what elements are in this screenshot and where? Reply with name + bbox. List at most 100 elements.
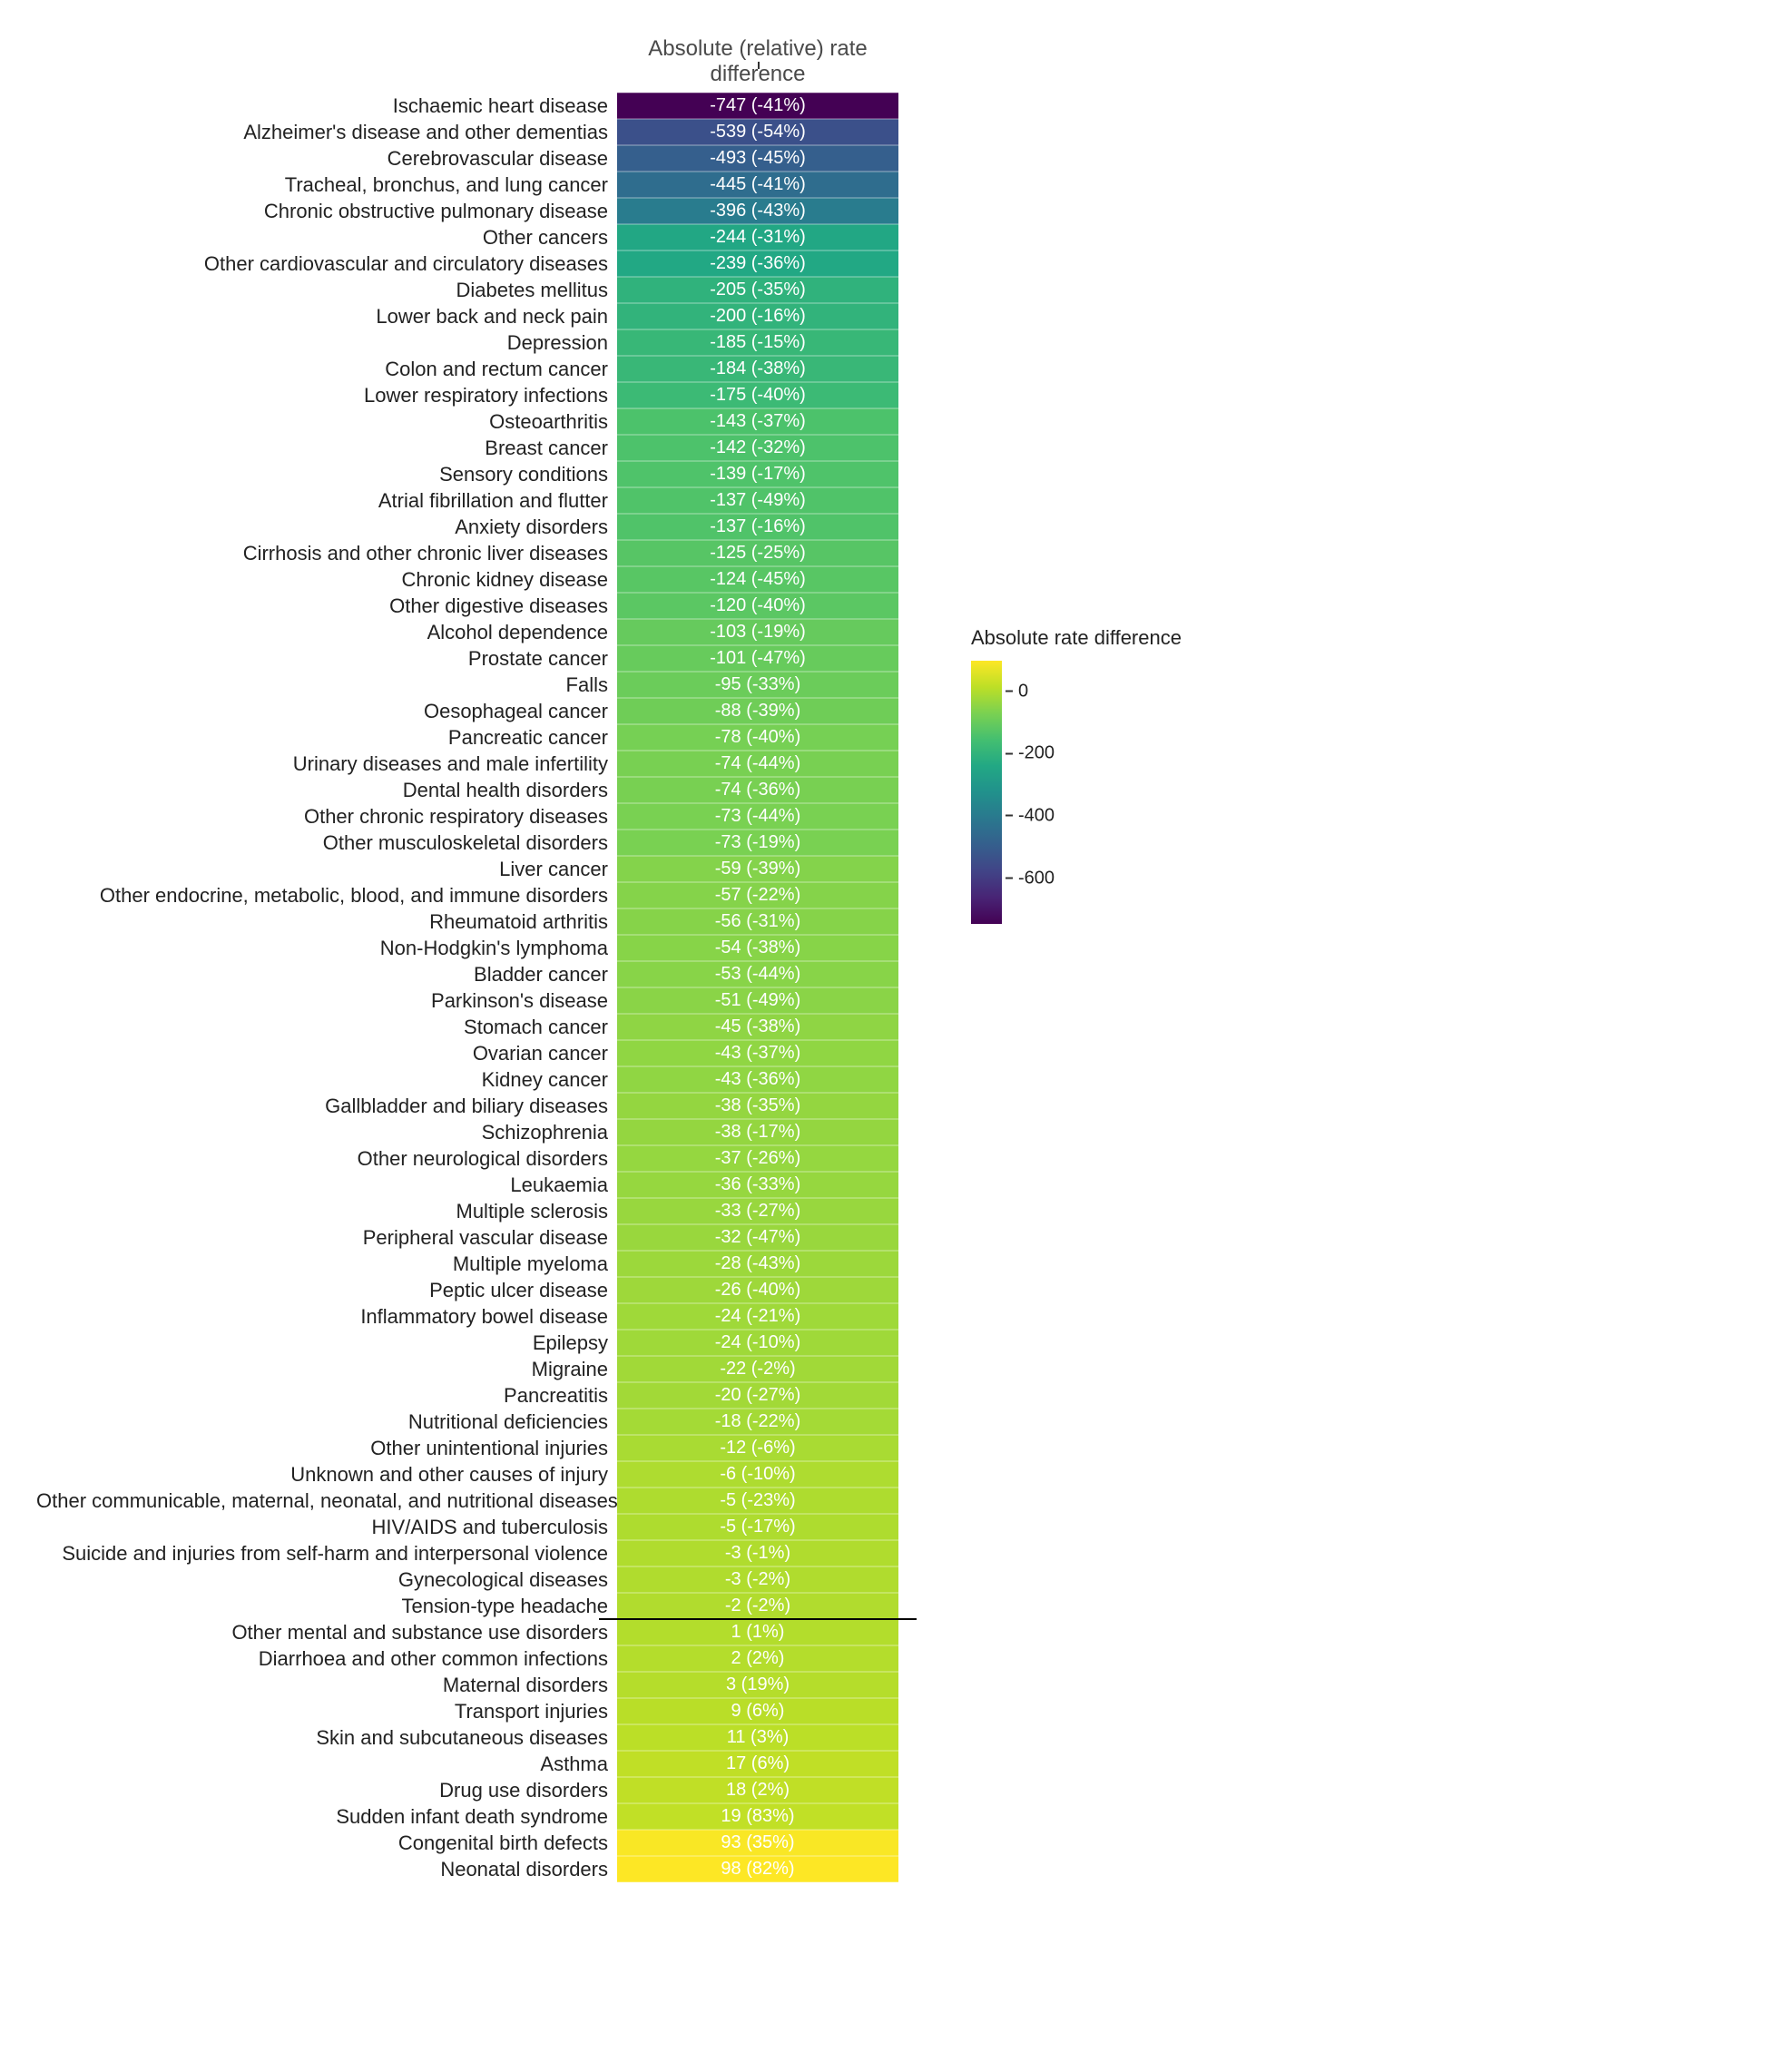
table-row: Peptic ulcer disease-26 (-40%) [36, 1277, 898, 1303]
legend-tick-mark [1006, 752, 1013, 754]
row-label: Cirrhosis and other chronic liver diseas… [36, 542, 617, 565]
row-cell: -2 (-2%) [617, 1593, 898, 1619]
table-row: Cerebrovascular disease-493 (-45%) [36, 145, 898, 172]
row-label: Non-Hodgkin's lymphoma [36, 937, 617, 960]
table-row: Other musculoskeletal disorders-73 (-19%… [36, 830, 898, 856]
row-label: Bladder cancer [36, 963, 617, 987]
table-row: Bladder cancer-53 (-44%) [36, 961, 898, 987]
row-cell: -142 (-32%) [617, 435, 898, 461]
row-cell: -143 (-37%) [617, 408, 898, 435]
table-row: Inflammatory bowel disease-24 (-21%) [36, 1303, 898, 1330]
row-label: Other chronic respiratory diseases [36, 805, 617, 829]
row-cell: -124 (-45%) [617, 566, 898, 593]
row-label: Asthma [36, 1753, 617, 1776]
row-label: Multiple myeloma [36, 1252, 617, 1276]
row-cell: -24 (-21%) [617, 1303, 898, 1330]
row-cell: 3 (19%) [617, 1672, 898, 1698]
row-label: Tension-type headache [36, 1595, 617, 1618]
row-label: Pancreatic cancer [36, 726, 617, 750]
table-row: Stomach cancer-45 (-38%) [36, 1014, 898, 1040]
row-cell: -22 (-2%) [617, 1356, 898, 1382]
table-row: Depression-185 (-15%) [36, 329, 898, 356]
table-row: Parkinson's disease-51 (-49%) [36, 987, 898, 1014]
table-row: Other digestive diseases-120 (-40%) [36, 593, 898, 619]
row-cell: -54 (-38%) [617, 935, 898, 961]
row-cell: -20 (-27%) [617, 1382, 898, 1409]
row-label: Colon and rectum cancer [36, 358, 617, 381]
row-label: Tracheal, bronchus, and lung cancer [36, 173, 617, 197]
table-row: Other endocrine, metabolic, blood, and i… [36, 882, 898, 908]
table-row: Lower respiratory infections-175 (-40%) [36, 382, 898, 408]
table-row: Lower back and neck pain-200 (-16%) [36, 303, 898, 329]
row-label: Other cardiovascular and circulatory dis… [36, 252, 617, 276]
table-row: Anxiety disorders-137 (-16%) [36, 514, 898, 540]
row-cell: -37 (-26%) [617, 1145, 898, 1172]
row-cell: -205 (-35%) [617, 277, 898, 303]
table-row: Congenital birth defects93 (35%) [36, 1830, 898, 1856]
table-row: Schizophrenia-38 (-17%) [36, 1119, 898, 1145]
table-row: Nutritional deficiencies-18 (-22%) [36, 1409, 898, 1435]
row-cell: -36 (-33%) [617, 1172, 898, 1198]
row-cell: 2 (2%) [617, 1645, 898, 1672]
row-label: Peripheral vascular disease [36, 1226, 617, 1250]
legend-tick-mark [1006, 691, 1013, 692]
table-row: Multiple sclerosis-33 (-27%) [36, 1198, 898, 1224]
row-cell: -26 (-40%) [617, 1277, 898, 1303]
row-label: Schizophrenia [36, 1121, 617, 1144]
row-cell: -184 (-38%) [617, 356, 898, 382]
row-label: HIV/AIDS and tuberculosis [36, 1516, 617, 1539]
table-row: Migraine-22 (-2%) [36, 1356, 898, 1382]
row-cell: -45 (-38%) [617, 1014, 898, 1040]
row-cell: -200 (-16%) [617, 303, 898, 329]
row-label: Migraine [36, 1358, 617, 1381]
row-cell: -5 (-23%) [617, 1488, 898, 1514]
row-label: Gynecological diseases [36, 1568, 617, 1592]
table-row: Multiple myeloma-28 (-43%) [36, 1251, 898, 1277]
row-label: Other mental and substance use disorders [36, 1621, 617, 1645]
row-cell: -38 (-35%) [617, 1093, 898, 1119]
row-cell: -53 (-44%) [617, 961, 898, 987]
legend-tick-mark [1006, 815, 1013, 817]
row-label: Gallbladder and biliary diseases [36, 1095, 617, 1118]
row-label: Dental health disorders [36, 779, 617, 802]
row-label: Suicide and injuries from self-harm and … [36, 1542, 617, 1566]
row-cell: -74 (-44%) [617, 751, 898, 777]
row-cell: -18 (-22%) [617, 1409, 898, 1435]
row-cell: -137 (-16%) [617, 514, 898, 540]
row-label: Kidney cancer [36, 1068, 617, 1092]
row-label: Sensory conditions [36, 463, 617, 486]
row-label: Congenital birth defects [36, 1831, 617, 1855]
row-cell: -57 (-22%) [617, 882, 898, 908]
row-label: Ischaemic heart disease [36, 94, 617, 118]
row-cell: 93 (35%) [617, 1830, 898, 1856]
legend-tick: -600 [1006, 868, 1055, 889]
row-label: Alcohol dependence [36, 621, 617, 644]
row-cell: -43 (-37%) [617, 1040, 898, 1066]
table-row: Atrial fibrillation and flutter-137 (-49… [36, 487, 898, 514]
row-cell: -6 (-10%) [617, 1461, 898, 1488]
table-row: Alzheimer's disease and other dementias-… [36, 119, 898, 145]
row-cell: 19 (83%) [617, 1803, 898, 1830]
row-label: Liver cancer [36, 858, 617, 881]
row-label: Ovarian cancer [36, 1042, 617, 1065]
zero-line [599, 1618, 917, 1620]
row-cell: -747 (-41%) [617, 93, 898, 119]
legend-tick-mark [1006, 878, 1013, 879]
table-row: Peripheral vascular disease-32 (-47%) [36, 1224, 898, 1251]
row-label: Diabetes mellitus [36, 279, 617, 302]
row-cell: -33 (-27%) [617, 1198, 898, 1224]
row-label: Multiple sclerosis [36, 1200, 617, 1223]
row-label: Lower respiratory infections [36, 384, 617, 408]
row-label: Other musculoskeletal disorders [36, 831, 617, 855]
legend-tick: -200 [1006, 743, 1055, 764]
row-label: Oesophageal cancer [36, 700, 617, 723]
row-label: Parkinson's disease [36, 989, 617, 1013]
table-row: Ischaemic heart disease-747 (-41%) [36, 93, 898, 119]
table-row: Suicide and injuries from self-harm and … [36, 1540, 898, 1566]
row-cell: -73 (-44%) [617, 803, 898, 830]
table-row: Non-Hodgkin's lymphoma-54 (-38%) [36, 935, 898, 961]
table-row: Sensory conditions-139 (-17%) [36, 461, 898, 487]
table-row: Other cardiovascular and circulatory dis… [36, 250, 898, 277]
row-label: Other endocrine, metabolic, blood, and i… [36, 884, 617, 908]
legend-tick: 0 [1006, 681, 1028, 702]
